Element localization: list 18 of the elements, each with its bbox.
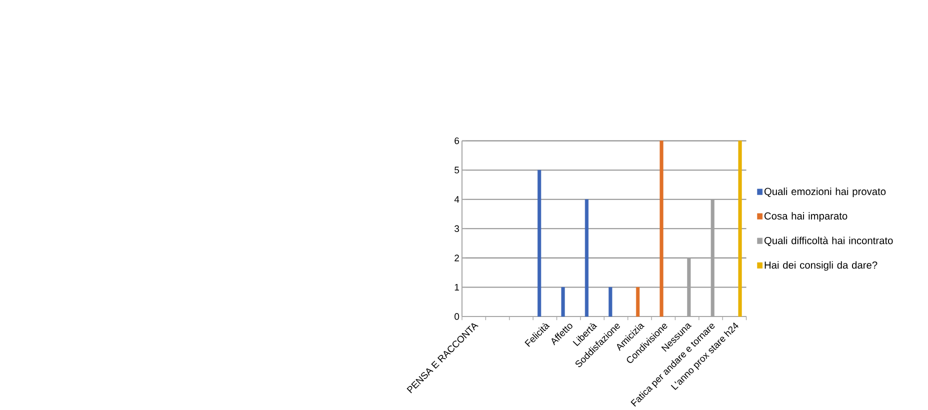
- legend-label: Cosa hai imparato: [764, 212, 848, 222]
- y-tick-label: 2: [454, 254, 459, 262]
- bar: [538, 170, 542, 317]
- bar: [584, 199, 589, 317]
- bar: [738, 140, 742, 317]
- y-tick-label: 4: [454, 196, 460, 203]
- y-tick-label: 1: [454, 284, 459, 291]
- legend-label: Quali difficoltà hai incontrato: [764, 236, 893, 246]
- bar: [608, 287, 612, 317]
- bar: [561, 287, 565, 317]
- y-tick-label: 3: [454, 226, 460, 232]
- bar: [636, 287, 640, 317]
- y-tick-label: 5: [454, 167, 460, 174]
- legend-label: Quali emozioni hai provato: [764, 188, 886, 198]
- legend-label: Hai dei consigli da dare?: [764, 261, 878, 271]
- y-tick-label: 6: [454, 138, 460, 144]
- bar: [660, 140, 664, 317]
- y-tick-label: 0: [454, 313, 460, 320]
